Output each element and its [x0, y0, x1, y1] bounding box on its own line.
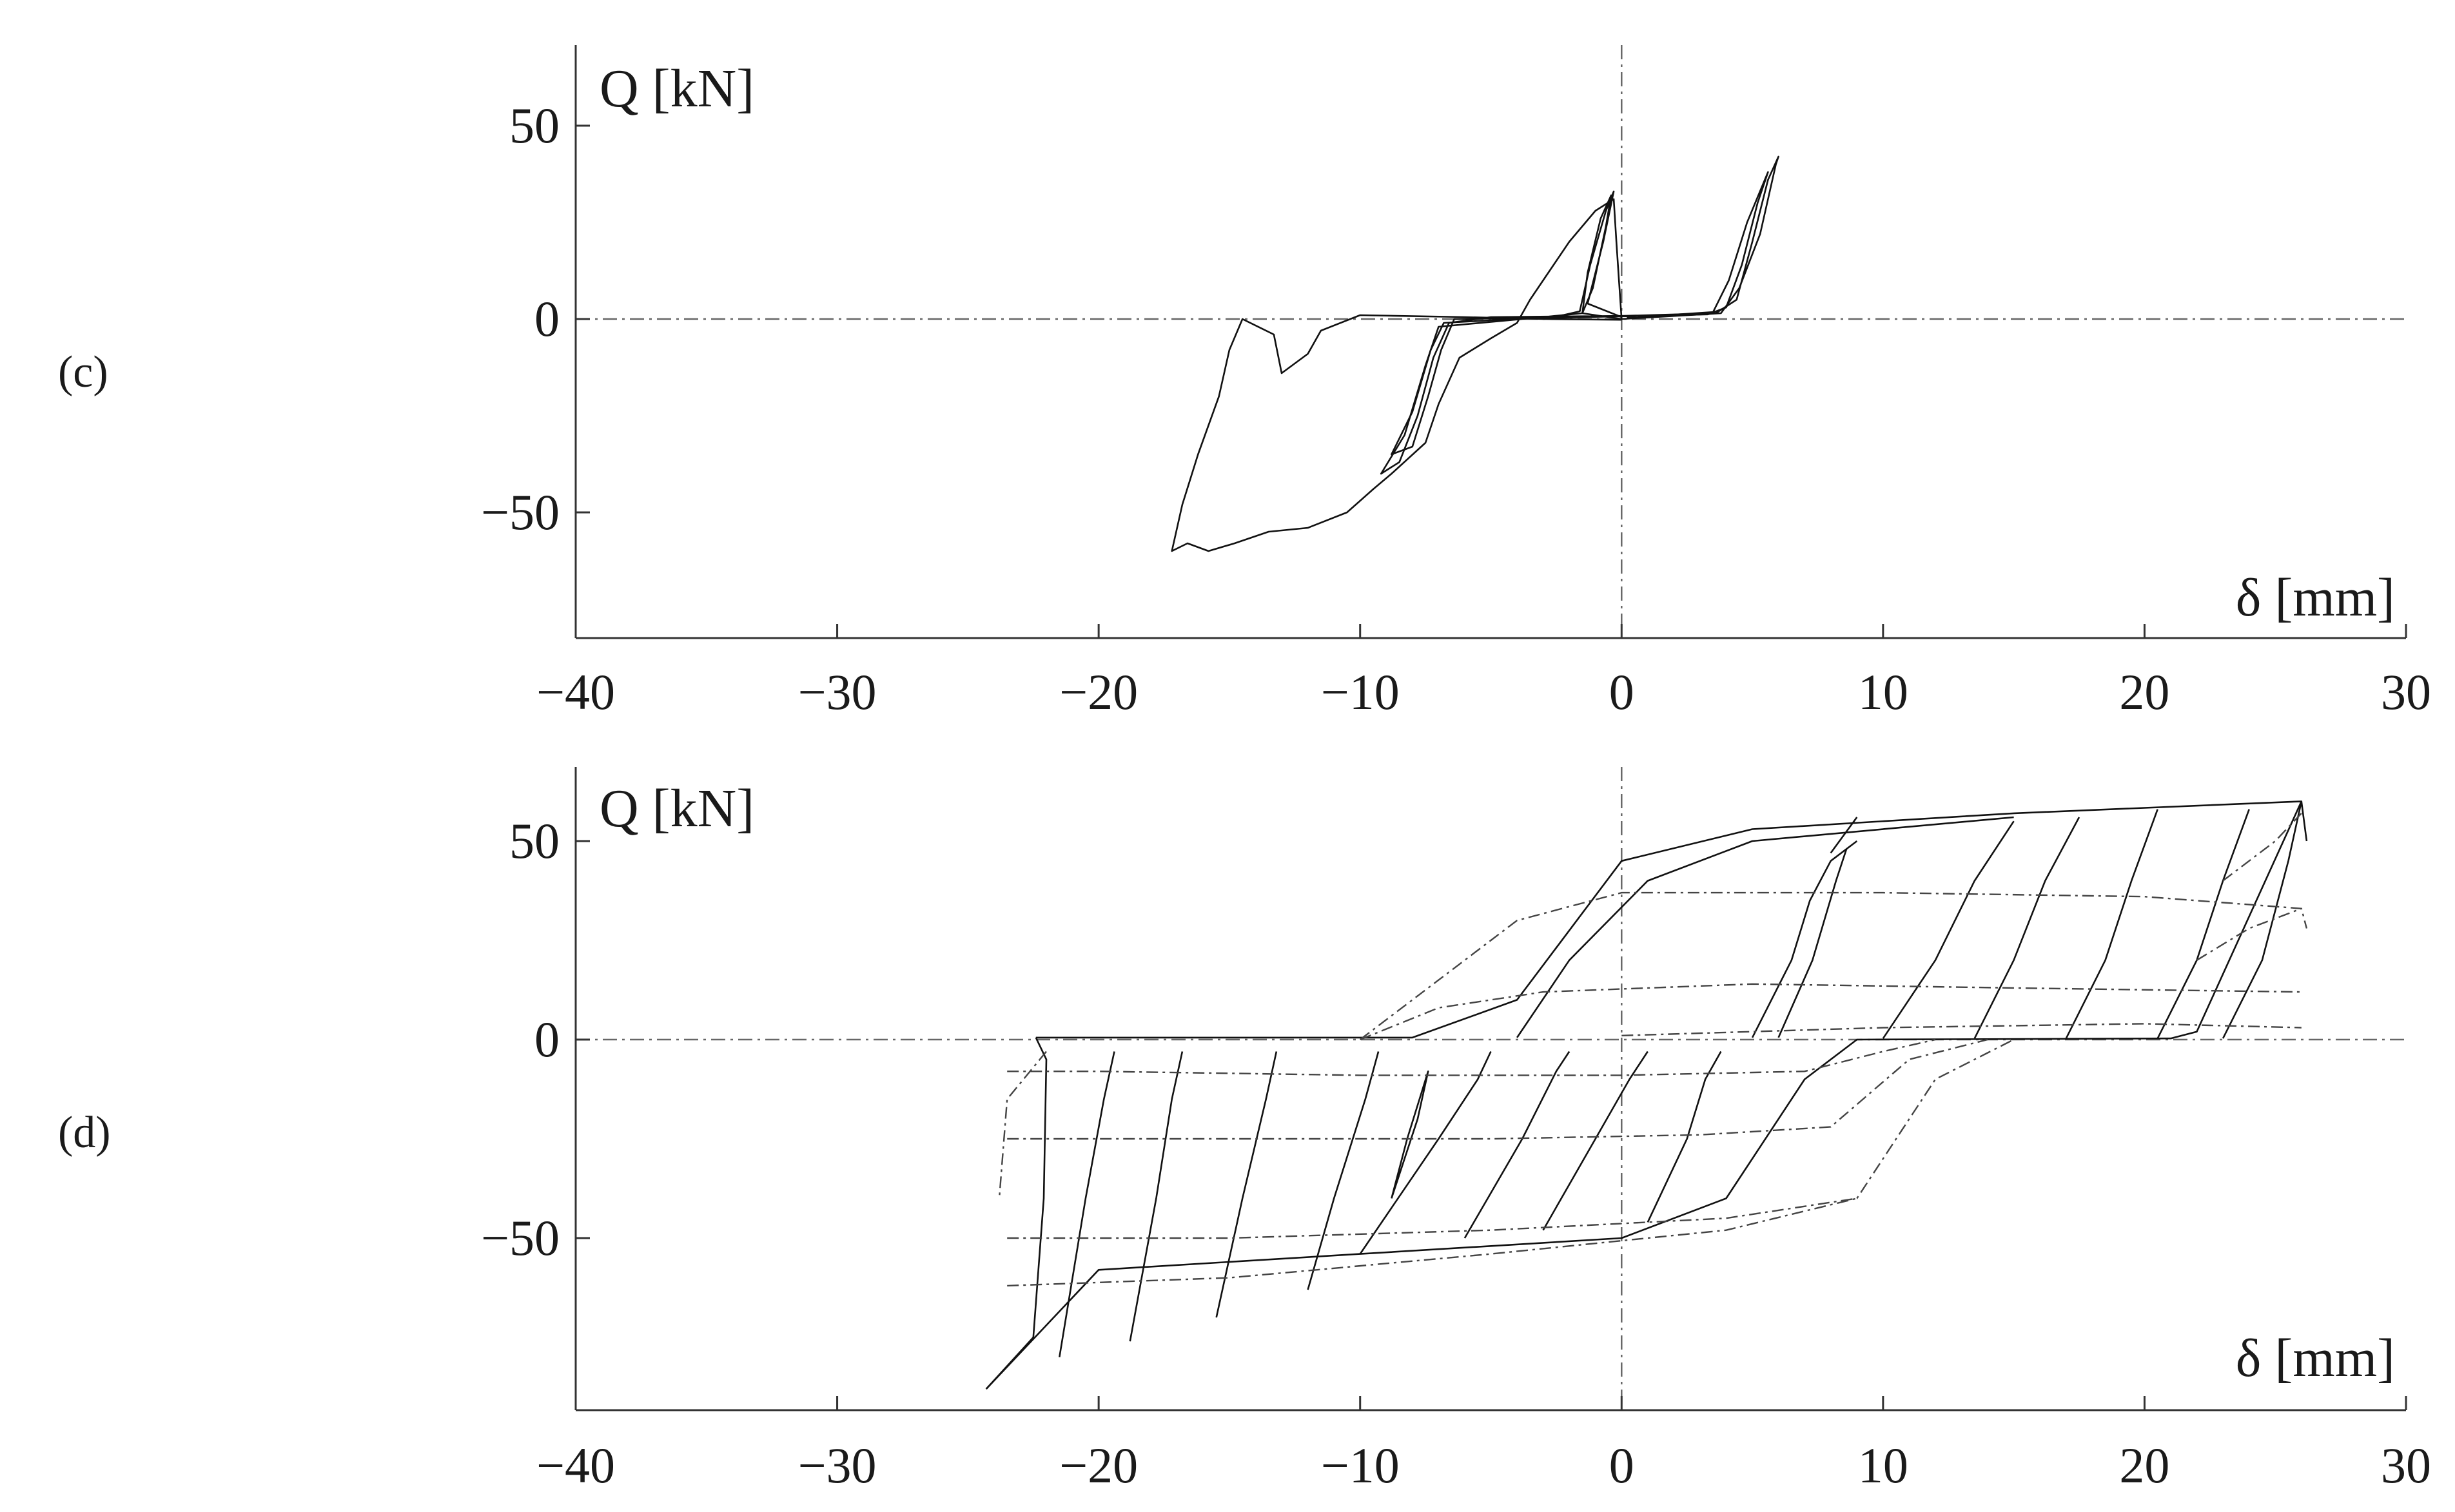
x-axis-title: δ [mm]: [2236, 1328, 2395, 1388]
hysteresis-loop-solid: [1516, 816, 2014, 1038]
x-tick-label: −20: [1059, 664, 1138, 720]
hysteresis-loop-solid: [2065, 809, 2158, 1039]
hysteresis-loop-dash-dot: [1359, 891, 2308, 1040]
x-tick-label: 30: [2381, 1437, 2431, 1493]
hysteresis-loop-solid: [2222, 801, 2303, 1039]
hysteresis-loop-solid: [1359, 1051, 1492, 1255]
panel-label: (d): [58, 1108, 111, 1158]
y-tick-label: −50: [481, 484, 560, 540]
hysteresis-loop-solid: [1035, 800, 2308, 1039]
hysteresis-loop-dash-dot: [1007, 1197, 1857, 1287]
x-tick-label: 0: [1609, 664, 1634, 720]
hysteresis-loop-dash-dot: [1360, 983, 2302, 1041]
hysteresis-loop-solid: [985, 1037, 1048, 1390]
hysteresis-loop-solid: [1215, 1051, 1278, 1318]
y-tick-label: 0: [534, 1011, 560, 1067]
x-tick-label: −20: [1059, 1437, 1138, 1493]
x-tick-label: 0: [1609, 1437, 1634, 1493]
hysteresis-loop-dash-dot: [998, 1051, 1047, 1199]
x-tick-label: −40: [536, 1437, 615, 1493]
hysteresis-loop-solid: [1777, 848, 1848, 1038]
y-axis-title: Q [kN]: [600, 779, 754, 838]
x-tick-label: −30: [798, 664, 877, 720]
hysteresis-loop-solid: [1171, 198, 1623, 552]
hysteresis-loop-solid: [1647, 1051, 1722, 1223]
hysteresis-loop-solid: [1463, 1051, 1570, 1239]
x-tick-label: 20: [2119, 664, 2169, 720]
x-tick-label: 10: [1858, 664, 1908, 720]
x-tick-label: 10: [1858, 1437, 1908, 1493]
x-tick-label: −10: [1321, 664, 1400, 720]
hysteresis-loop-solid: [1129, 1051, 1184, 1342]
hysteresis-loop-solid: [985, 800, 2302, 1390]
hysteresis-loop-solid: [1391, 1071, 1429, 1199]
panel-d: (d) −40 −30 −20 −10 0 10 20 30 50 0 −50 Q [kN] δ [mm]: [58, 767, 2431, 1493]
x-axis-title: δ [mm]: [2236, 568, 2395, 628]
y-tick-label: −50: [481, 1210, 560, 1266]
hysteresis-loop-solid: [1882, 820, 2015, 1039]
hysteresis-loop-solid: [1391, 171, 1769, 456]
hysteresis-loop-dash-dot: [1007, 1038, 1936, 1076]
x-tick-label: −30: [798, 1437, 877, 1493]
hysteresis-loop-solid: [1380, 155, 1779, 475]
panel-c: (c) −40 −30 −20 −10 0 10 20 30 50 0 −50 Q [kN] δ [mm]: [58, 45, 2431, 720]
y-tick-label: 50: [509, 97, 560, 153]
hysteresis-loop-solid: [1973, 817, 2080, 1039]
panel-label: (c): [58, 347, 108, 397]
x-tick-label: −40: [536, 664, 615, 720]
hysteresis-loop-dash-dot: [1007, 1038, 2015, 1239]
hysteresis-loop-solid: [1751, 840, 1858, 1038]
hysteresis-loop-solid: [2157, 809, 2250, 1039]
x-tick-label: 20: [2119, 1437, 2169, 1493]
x-tick-label: −10: [1321, 1437, 1400, 1493]
x-tick-label: 30: [2381, 664, 2431, 720]
hysteresis-loop-solid: [1542, 1051, 1648, 1231]
hysteresis-loop-solid: [1830, 817, 1858, 854]
y-axis-title: Q [kN]: [600, 59, 754, 119]
y-tick-label: 50: [509, 813, 560, 869]
hysteresis-loop-dash-dot: [1007, 1038, 1988, 1140]
y-tick-label: 0: [534, 291, 560, 347]
hysteresis-loop-solid: [1059, 1051, 1115, 1358]
hysteresis-loop-dash-dot: [2196, 907, 2302, 961]
